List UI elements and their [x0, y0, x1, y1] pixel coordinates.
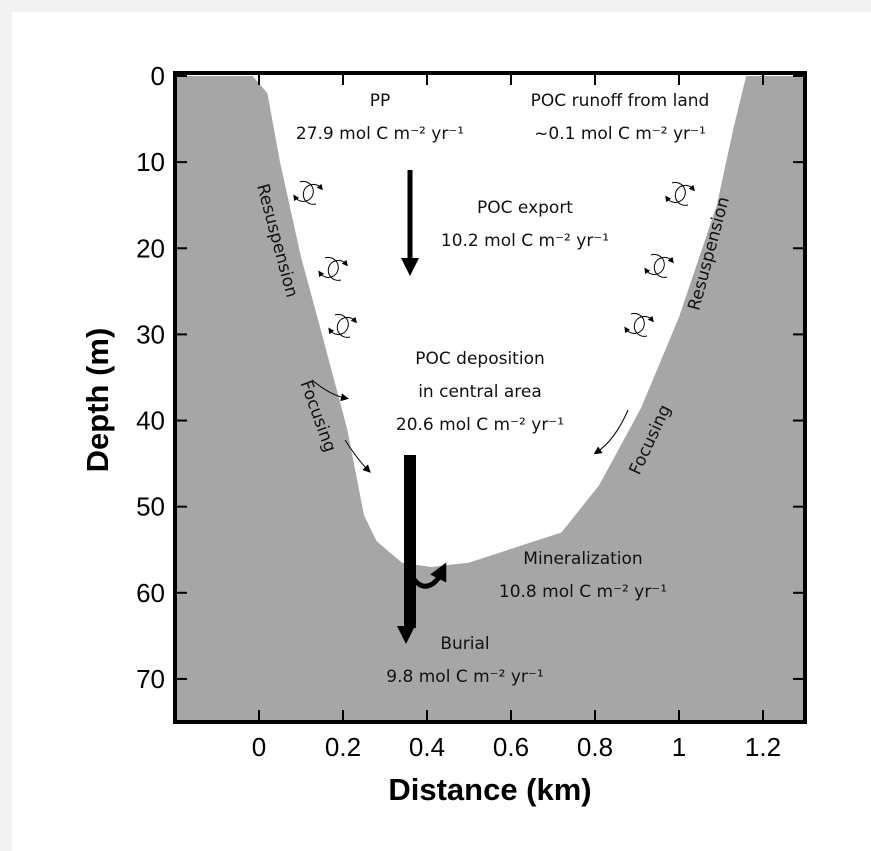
y-tick-label: 30: [136, 319, 165, 349]
y-tick-label: 0: [151, 61, 165, 91]
annotation: 27.9 mol C m⁻² yr⁻¹: [296, 124, 464, 144]
frame: [173, 71, 807, 724]
y-tick-label: 20: [136, 233, 165, 263]
annotation: 9.8 mol C m⁻² yr⁻¹: [386, 667, 543, 687]
annotation: 10.8 mol C m⁻² yr⁻¹: [499, 582, 667, 602]
y-axis-label: Depth (m): [80, 328, 115, 473]
x-tick-label: 0.4: [409, 732, 445, 762]
eddy-icons: [293, 180, 695, 338]
annotation: ~0.1 mol C m⁻² yr⁻¹: [534, 124, 706, 144]
annotation: Burial: [440, 634, 489, 654]
y-tick-label: 10: [136, 147, 165, 177]
focusing-arrow: [344, 439, 371, 473]
x-tick-label: 1.2: [745, 732, 781, 762]
annotation: Mineralization: [523, 549, 642, 569]
annotation: 20.6 mol C m⁻² yr⁻¹: [396, 415, 564, 435]
annotation: in central area: [418, 382, 542, 402]
x-tick-label: 0.2: [325, 732, 361, 762]
x-tick-label: 0.6: [493, 732, 529, 762]
x-tick-label: 0.8: [577, 732, 613, 762]
y-tick-label: 60: [136, 578, 165, 608]
annotation: POC deposition: [415, 349, 545, 369]
y-tick-label: 50: [136, 492, 165, 522]
x-tick-label: 1: [672, 732, 686, 762]
focusing-arrow: [593, 409, 629, 455]
mineralization-arrow: [405, 544, 447, 589]
annotation: POC export: [477, 198, 573, 218]
plot: 0 0.2 0.4 0.6 0.8 1 1.2 0 10 20 30 40 50 60 70: [136, 61, 807, 762]
annotation: POC runoff from land: [531, 91, 710, 111]
annotation: PP: [370, 91, 391, 111]
x-axis-label: Distance (km): [388, 772, 591, 807]
y-tick-label: 70: [136, 664, 165, 694]
annotation: 10.2 mol C m⁻² yr⁻¹: [441, 231, 609, 251]
water-body: [252, 76, 747, 567]
y-tick-label: 40: [136, 406, 165, 436]
focusing-arrow: [311, 379, 349, 402]
x-tick-label: 0: [252, 732, 266, 762]
